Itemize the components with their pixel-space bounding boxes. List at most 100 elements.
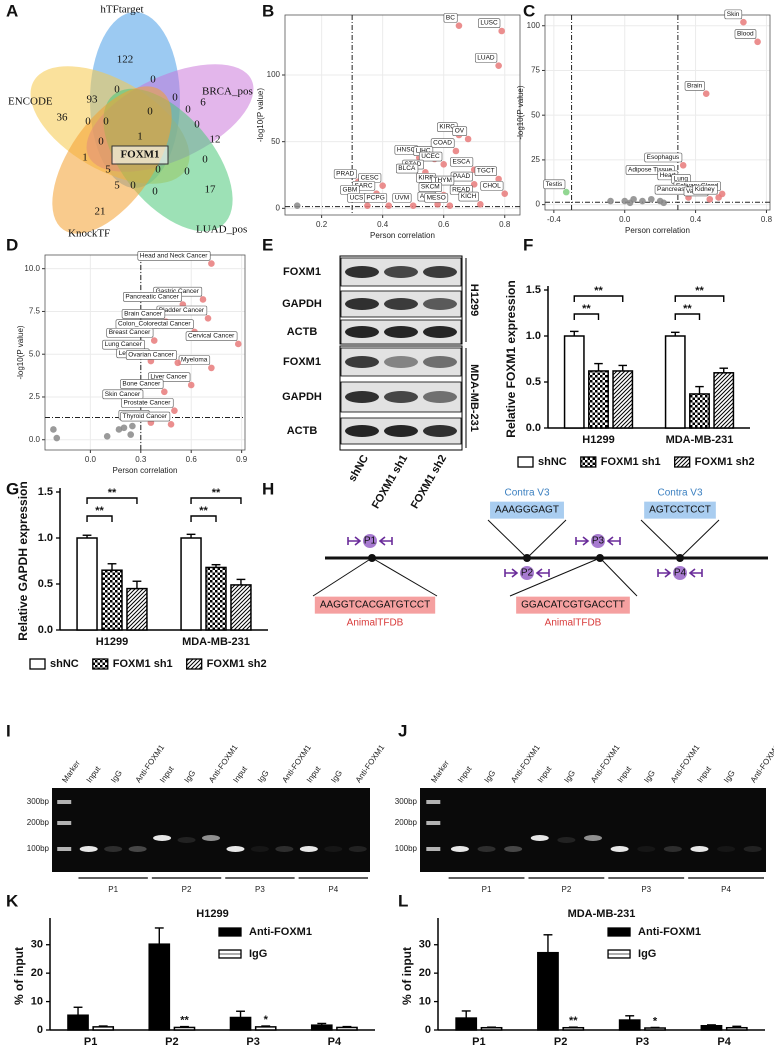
point-label: Colon_Colorectal Cancer	[118, 321, 191, 328]
point-label: KICH	[461, 193, 477, 200]
label-box	[450, 157, 474, 167]
point	[477, 201, 484, 208]
bar	[336, 1026, 358, 1031]
cell-line-label: H1299	[468, 284, 480, 316]
site-source: AnimalTFDB	[545, 618, 602, 629]
x-tick-label: P4	[328, 1036, 342, 1048]
bar	[612, 370, 634, 429]
region-label: P2	[561, 885, 571, 894]
y-tick-label: 100	[267, 70, 281, 79]
region-label: P1	[482, 885, 492, 894]
protein-label: ACTB	[287, 425, 318, 437]
bar	[126, 587, 148, 631]
point-label: LUSC	[480, 20, 498, 27]
plot-background	[545, 15, 770, 210]
point-label: Lung Cancer	[105, 341, 143, 348]
blot-band	[345, 266, 379, 278]
point	[187, 381, 195, 389]
y-tick-label: 5.0	[29, 349, 41, 358]
panel-label: I	[6, 721, 11, 740]
venn-count: 12	[210, 134, 221, 146]
venn-set-label: hTFtarget	[100, 4, 143, 16]
marker-band	[57, 847, 72, 851]
venn-count: 0	[130, 180, 136, 192]
label-box	[418, 182, 443, 193]
blot-band	[345, 326, 379, 338]
gel-band	[226, 846, 245, 852]
y-tick-label: 1.0	[38, 532, 53, 544]
bar	[229, 1016, 252, 1031]
point	[501, 190, 509, 197]
venn-count: 0	[194, 119, 200, 131]
lane-label: Input	[305, 764, 323, 784]
legend-swatch	[607, 949, 631, 959]
legend-swatch	[517, 456, 534, 468]
point-label: PRAD	[336, 170, 354, 177]
lane-label: Input	[536, 764, 554, 784]
legend-label: FOXM1 sh1	[601, 456, 661, 468]
significance-bracket	[190, 515, 217, 522]
chart-title: MDA-MB-231	[568, 908, 636, 920]
bar	[537, 951, 559, 1031]
gel-band	[450, 846, 469, 852]
lane-label: IgG	[562, 769, 577, 785]
y-tick-label: 2.5	[29, 392, 41, 401]
blot-band	[423, 356, 457, 368]
label-box	[644, 152, 683, 163]
label-box	[106, 327, 154, 338]
gel-band	[743, 846, 762, 852]
label-box	[424, 193, 449, 203]
panel-label: F	[523, 235, 533, 254]
point-label: Esophagus	[647, 154, 680, 161]
label-box	[121, 398, 174, 408]
point	[409, 202, 417, 209]
connector	[371, 557, 438, 597]
point	[706, 195, 714, 203]
gel-band	[584, 835, 602, 841]
connector	[487, 519, 528, 559]
point-label: Bone Cancer	[122, 381, 161, 388]
x-tick-label: 0.8	[761, 215, 773, 224]
venn-set-label: LUAD_pos	[196, 224, 247, 236]
bar	[173, 1026, 196, 1031]
x-tick-label: MDA-MB-231	[666, 434, 734, 446]
venn-count: 0	[85, 116, 91, 128]
primer-label: P4	[674, 568, 687, 579]
primer-arrow	[347, 536, 393, 546]
region-label: P2	[182, 885, 192, 894]
label-box	[185, 331, 238, 341]
venn-count: 93	[87, 94, 99, 106]
y-tick-label: 0.0	[29, 435, 41, 444]
y-tick-label: 0.0	[38, 624, 53, 636]
point	[495, 175, 502, 183]
venn-set-label: BRCA_pos	[202, 86, 253, 98]
y-axis-label: -log10(P value)	[516, 85, 525, 139]
venn-count: 1	[82, 152, 88, 164]
y-axis-label: Relative FOXM1 expression	[504, 280, 518, 437]
panel-label: L	[398, 891, 408, 910]
label-box	[418, 151, 443, 162]
bar	[230, 584, 252, 631]
point	[715, 194, 722, 201]
point-label: LIHC	[416, 148, 431, 155]
point-label: Liver Cancer	[150, 374, 188, 381]
region-label: P1	[108, 885, 118, 894]
venn-count: 17	[205, 184, 217, 196]
y-tick-label: 30	[419, 939, 431, 951]
venn-diagram	[30, 12, 254, 234]
point	[127, 431, 135, 438]
y-tick-label: 1.5	[38, 486, 53, 498]
blot-band	[384, 425, 418, 437]
venn-count: 0	[152, 186, 158, 198]
bar	[254, 1026, 277, 1031]
x-tick-label: P1	[84, 1036, 97, 1048]
significance-bracket	[86, 497, 138, 504]
y-tick-label: 50	[271, 137, 280, 146]
significance-label: *	[653, 1015, 658, 1027]
point-label: UVM	[395, 194, 409, 201]
venn-count: 5	[114, 180, 120, 192]
point	[626, 199, 634, 207]
legend-swatch	[607, 927, 631, 937]
lane-label: IgG	[722, 769, 737, 785]
label-box	[333, 169, 357, 179]
